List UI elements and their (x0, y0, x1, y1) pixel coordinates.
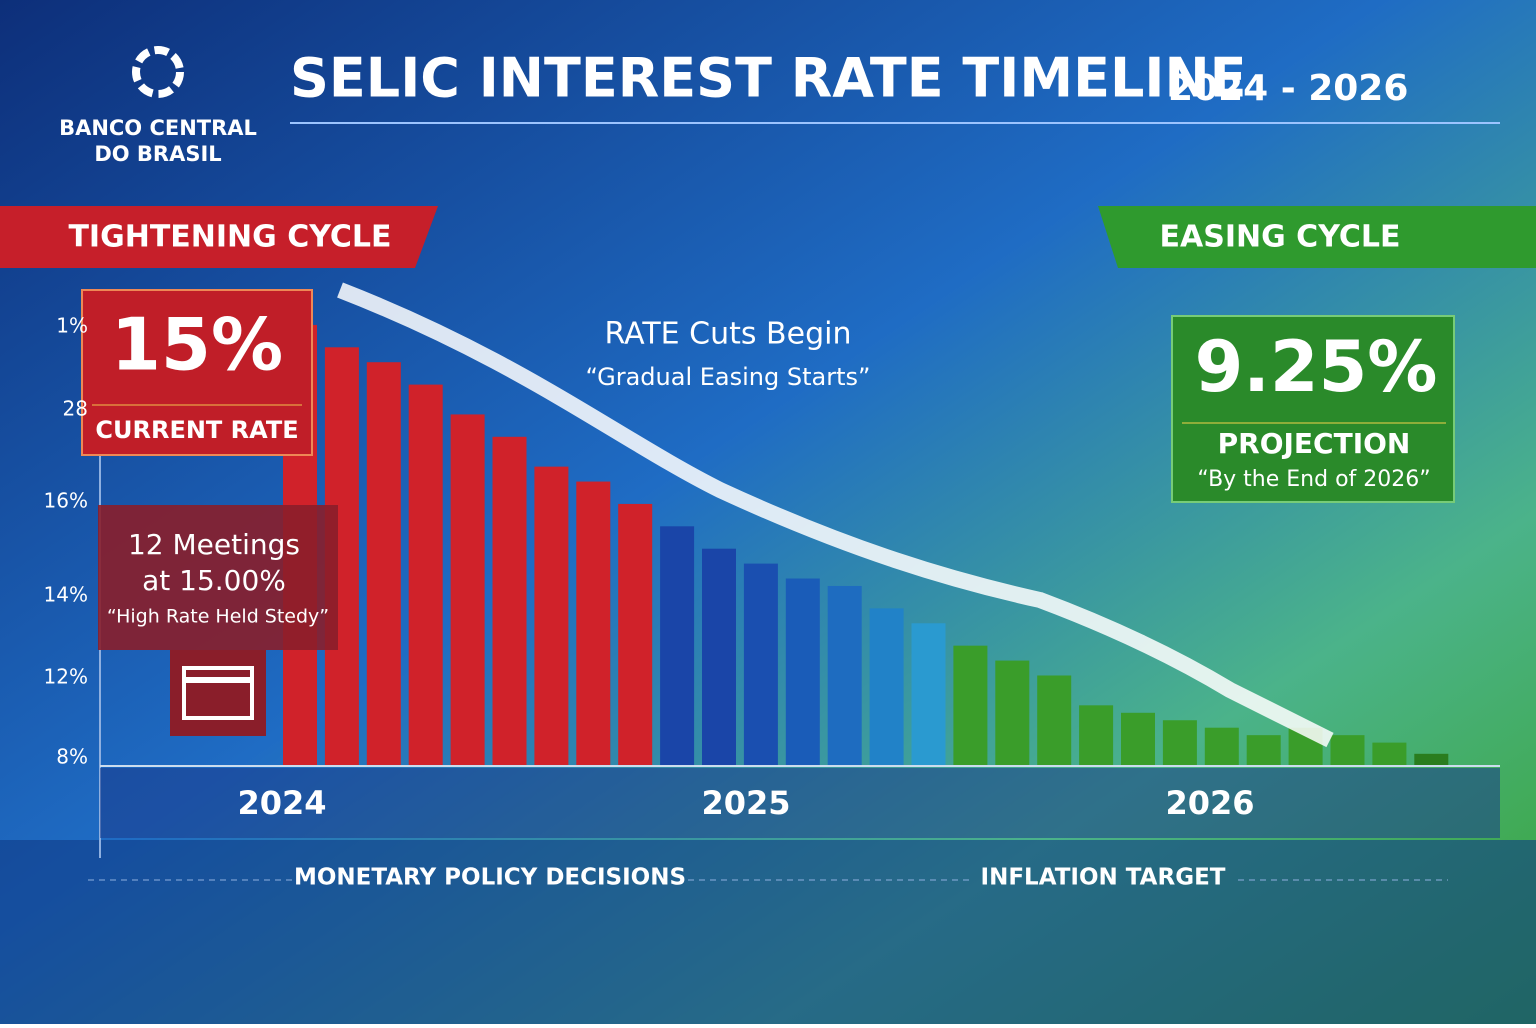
y-axis-label: 12% (44, 665, 88, 689)
meetings-note: “High Rate Held Stedy” (107, 606, 329, 628)
footer-band (0, 840, 1536, 1024)
bar (1330, 735, 1365, 765)
easing-banner (1098, 206, 1536, 268)
y-axis-label: 14% (44, 583, 88, 607)
logo-text: DO BRASIL (94, 142, 221, 166)
meetings-box (98, 505, 338, 650)
x-group-label: 2025 (701, 784, 790, 822)
bar (702, 548, 736, 765)
bar (995, 660, 1030, 765)
bar (1121, 712, 1155, 765)
cuts-title: RATE Cuts Begin (605, 317, 852, 352)
bar (953, 645, 988, 765)
projection-label: PROJECTION (1218, 427, 1411, 460)
y-axis-label: 16% (44, 489, 88, 513)
bar (1372, 742, 1407, 765)
current-label: CURRENT RATE (95, 416, 298, 444)
bar (1162, 720, 1197, 765)
bar (743, 563, 778, 765)
footer-text: MONETARY POLICY DECISIONS (294, 865, 686, 891)
y-axis-label: 1% (56, 314, 88, 338)
bar (534, 466, 569, 765)
year-band (100, 768, 1500, 838)
current-box (81, 289, 313, 456)
meetings-text: at 15.00% (142, 564, 286, 597)
projection-box (1171, 315, 1455, 503)
bar (1414, 753, 1449, 765)
bar (869, 608, 904, 765)
footer-text: INFLATION TARGET (981, 865, 1226, 891)
x-group-label: 2026 (1165, 784, 1254, 822)
y-axis-label: 28 (63, 397, 88, 421)
bar (618, 503, 653, 765)
bar (492, 436, 527, 765)
y-axis-label: 8% (56, 745, 88, 769)
tightening-banner (0, 206, 438, 268)
calendar-icon (170, 650, 266, 736)
bar (660, 526, 695, 765)
bar (827, 585, 862, 765)
projection-value: 9.25% (1195, 326, 1438, 408)
banner-text: EASING CYCLE (1160, 220, 1401, 255)
bar (1079, 705, 1114, 765)
logo-text: BANCO CENTRAL (59, 116, 257, 140)
bar (576, 481, 611, 765)
bar (366, 362, 401, 765)
bar (1204, 727, 1239, 765)
banner-text: TIGHTENING CYCLE (68, 220, 391, 255)
title: SELIC INTEREST RATE TIMELINE (290, 47, 1247, 110)
current-rate: 15% (111, 303, 283, 387)
bar (450, 414, 485, 765)
meetings-text: 12 Meetings (128, 528, 300, 561)
bar (911, 623, 946, 765)
bar (1037, 675, 1072, 765)
cuts-note: “Gradual Easing Starts” (586, 363, 871, 391)
x-group-label: 2024 (237, 784, 326, 822)
logo (132, 46, 184, 98)
bar (785, 578, 820, 765)
bar (408, 384, 443, 765)
trend-arrow (337, 282, 1334, 748)
subtitle: 2024 - 2026 (1168, 68, 1408, 109)
projection-note: “By the End of 2026” (1197, 467, 1430, 492)
bar (1246, 735, 1281, 765)
